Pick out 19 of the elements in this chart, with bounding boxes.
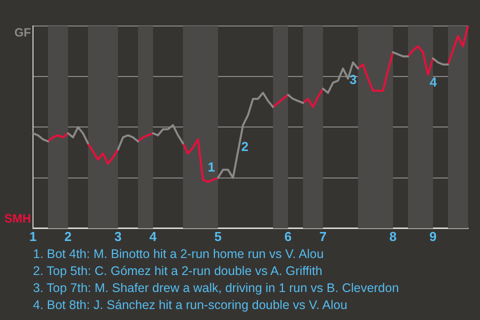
x-tick-label: 1: [29, 228, 37, 244]
x-tick-label: 5: [214, 228, 222, 244]
text: 3. Top 7th: M. Shafer drew a walk, driving in 1 run vs B. Cleverdon: [33, 280, 399, 297]
x-tick-label: 3: [114, 228, 122, 244]
x-tick-label: 2: [64, 228, 72, 244]
x-tick-label: 4: [149, 228, 158, 244]
x-tick-label: 8: [389, 228, 397, 244]
annotation: 3: [350, 72, 357, 88]
x-tick-label: 6: [284, 228, 292, 244]
text: SMH: [4, 212, 31, 226]
text: 4. Bot 8th: J. Sánchez hit a run-scoring double vs V. Alou: [33, 297, 348, 314]
text: GF: [14, 25, 31, 40]
x-tick-label: 7: [319, 228, 327, 244]
annotation: 4: [430, 74, 438, 90]
text: 2. Top 5th: C. Gómez hit a 2-run double vs A. Griffith: [33, 263, 324, 280]
text: 1. Bot 4th: M. Binotto hit a 2-run home run vs V. Alou: [33, 246, 325, 263]
annotation: 2: [241, 139, 248, 154]
annotation: 1: [208, 159, 215, 174]
x-tick-label: 9: [429, 228, 437, 244]
